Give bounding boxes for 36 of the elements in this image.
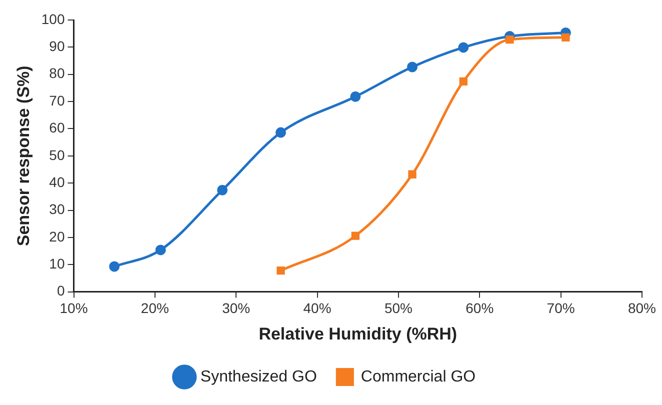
x-tick-label: 60% (466, 300, 494, 316)
x-tick-label: 10% (60, 300, 88, 316)
point (562, 33, 570, 42)
point (458, 42, 469, 53)
point (350, 91, 361, 102)
y-tick-label: 30 (49, 201, 65, 218)
point (109, 261, 120, 272)
point (217, 184, 228, 196)
x-tick-label: 50% (384, 300, 412, 316)
y-tick-label: 0 (56, 282, 65, 299)
legend-label: Commercial GO (360, 368, 476, 386)
point (351, 232, 360, 240)
x-tick-label: 40% (303, 300, 332, 316)
y-tick-label: 50 (49, 146, 65, 163)
y-tick-label: 40 (49, 174, 65, 190)
x-tick-label: 20% (140, 300, 169, 316)
point (407, 62, 418, 72)
y-tick-label: 70 (49, 92, 65, 108)
y-tick-label: 80 (49, 65, 65, 82)
y-tick-label: 20 (49, 228, 65, 244)
point (155, 244, 166, 256)
y-tick-label: 90 (49, 38, 65, 54)
point (276, 266, 285, 275)
legend-label: Synthesized GO (200, 368, 317, 386)
y-tick-label: 100 (41, 10, 65, 27)
y-axis-title: Sensor response (S%) (14, 66, 33, 246)
y-tick-label: 60 (49, 120, 65, 136)
x-tick-label: 80% (628, 300, 656, 316)
point (408, 170, 416, 178)
x-tick-label: 70% (546, 300, 575, 316)
y-tick-label: 10 (49, 255, 65, 272)
x-axis-title: Relative Humidity (%RH) (258, 324, 458, 344)
point (276, 127, 286, 138)
x-tick-label: 30% (222, 300, 250, 316)
point (459, 77, 468, 86)
point (506, 35, 514, 44)
